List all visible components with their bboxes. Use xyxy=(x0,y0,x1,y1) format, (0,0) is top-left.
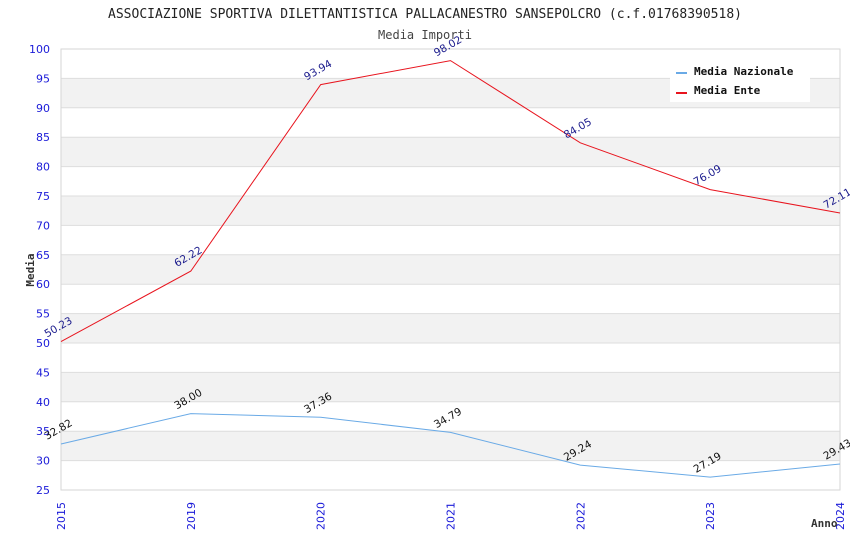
plot-band xyxy=(61,313,840,343)
x-tick-label: 2019 xyxy=(185,502,198,530)
plot-band xyxy=(61,460,840,490)
y-tick-label: 60 xyxy=(36,278,50,291)
plot-band xyxy=(61,284,840,314)
x-axis-label: Anno xyxy=(811,517,838,530)
legend: Media Nazionale Media Ente xyxy=(670,60,810,102)
y-axis-label: Media xyxy=(24,253,37,286)
y-tick-label: 25 xyxy=(36,484,50,497)
legend-box xyxy=(670,60,810,102)
x-tick-label: 2024 xyxy=(834,502,847,530)
y-tick-label: 70 xyxy=(36,219,50,232)
y-tick-label: 75 xyxy=(36,190,50,203)
y-tick-label: 35 xyxy=(36,425,50,438)
x-axis-ticks: 2015 2019 2020 2021 2022 2023 2024 xyxy=(55,502,847,530)
plot-band xyxy=(61,343,840,373)
series-line-media-nazionale xyxy=(60,413,841,478)
y-tick-label: 40 xyxy=(36,396,50,409)
plot-band xyxy=(61,196,840,226)
x-tick-label: 2023 xyxy=(704,502,717,530)
x-tick-label: 2015 xyxy=(55,502,68,530)
x-tick-label: 2022 xyxy=(574,502,587,530)
plot-band xyxy=(61,137,840,167)
legend-label-media-ente: Media Ente xyxy=(694,84,761,97)
series-lines xyxy=(60,60,841,478)
plot-band xyxy=(61,107,840,138)
y-tick-label: 55 xyxy=(36,308,50,321)
plot-band xyxy=(61,431,840,461)
y-tick-label: 100 xyxy=(29,43,50,56)
chart-title: ASSOCIAZIONE SPORTIVA DILETTANTISTICA PA… xyxy=(108,7,742,22)
plot-band xyxy=(61,225,840,255)
y-tick-label: 30 xyxy=(36,455,50,468)
legend-label-media-nazionale: Media Nazionale xyxy=(694,65,794,78)
plot-band xyxy=(61,401,840,432)
y-tick-label: 45 xyxy=(36,366,50,379)
plot-band xyxy=(61,254,840,285)
plot-frame xyxy=(60,48,841,491)
series-line-media-ente xyxy=(60,60,841,343)
y-axis-ticks: 25 30 35 40 45 50 55 60 65 70 75 80 85 90 95 100 xyxy=(29,43,50,497)
y-tick-label: 80 xyxy=(36,161,50,174)
y-tick-label: 95 xyxy=(36,72,50,85)
y-tick-label: 50 xyxy=(36,337,50,350)
y-tick-label: 85 xyxy=(36,131,50,144)
y-tick-label: 65 xyxy=(36,249,50,262)
chart-subtitle: Media Importi xyxy=(378,28,472,42)
plot-band xyxy=(61,372,840,402)
x-tick-label: 2020 xyxy=(315,502,328,530)
x-tick-label: 2021 xyxy=(445,502,458,530)
y-tick-label: 90 xyxy=(36,102,50,115)
plot-band xyxy=(61,166,840,196)
